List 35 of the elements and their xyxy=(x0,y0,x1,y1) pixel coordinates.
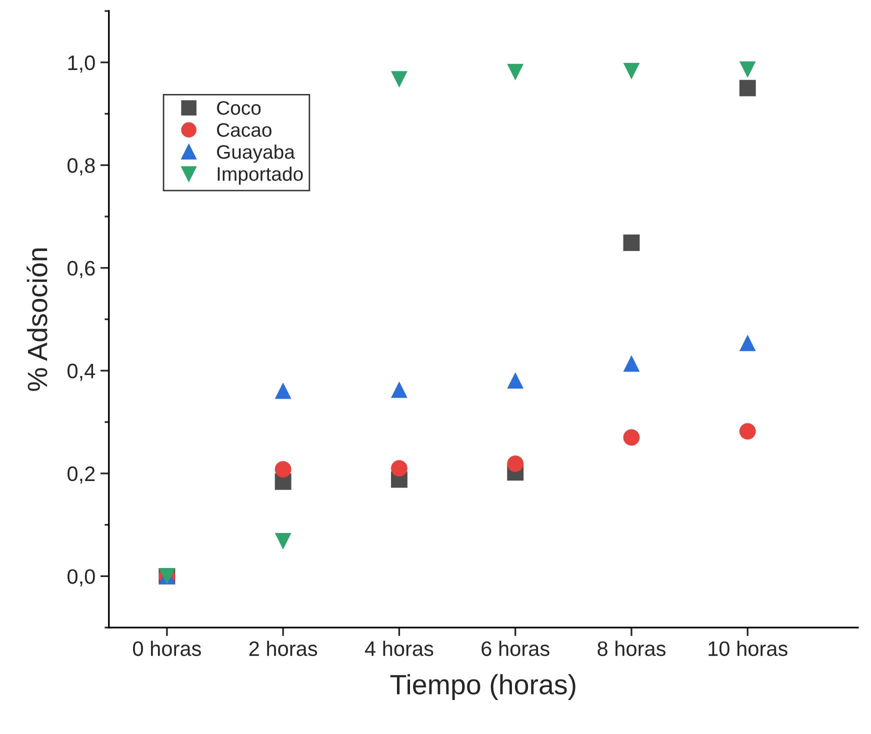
legend-label: Guayaba xyxy=(217,144,295,163)
y-axis-title: % Adsoción xyxy=(26,248,48,391)
y-tick-label: 0,2 xyxy=(68,466,95,484)
point xyxy=(507,455,524,472)
point xyxy=(739,423,756,440)
point xyxy=(390,71,408,88)
point xyxy=(623,62,640,80)
x-tick-label: 0 horas xyxy=(133,640,201,656)
point xyxy=(390,381,408,398)
legend-label: Importado xyxy=(218,166,303,185)
point xyxy=(623,355,640,372)
x-tick-label: 8 horas xyxy=(598,640,666,656)
point xyxy=(274,382,292,399)
point xyxy=(390,460,408,477)
point xyxy=(739,61,756,78)
x-tick-label: 4 horas xyxy=(364,640,434,656)
y-tick-label: 1,0 xyxy=(68,55,95,73)
y-tick-label: 0,4 xyxy=(68,364,96,381)
x-axis-title: Tiempo (horas) xyxy=(390,674,576,700)
point xyxy=(274,533,292,550)
point xyxy=(739,80,756,96)
x-tick-label: 6 horas xyxy=(482,640,550,656)
y-tick-label: 0,6 xyxy=(68,260,95,278)
point xyxy=(739,334,756,352)
y-tick-label: 0,0 xyxy=(68,569,95,586)
legend-label: Cacao xyxy=(217,123,272,137)
point xyxy=(623,234,640,251)
x-tick-label: 2 horas xyxy=(249,640,318,656)
y-tick-label: 0,8 xyxy=(68,158,95,176)
point xyxy=(623,429,640,446)
point xyxy=(507,372,524,389)
x-tick-label: 10 horas xyxy=(708,640,788,656)
legend-label: Coco xyxy=(217,101,261,115)
point xyxy=(507,64,524,80)
point xyxy=(274,461,292,478)
